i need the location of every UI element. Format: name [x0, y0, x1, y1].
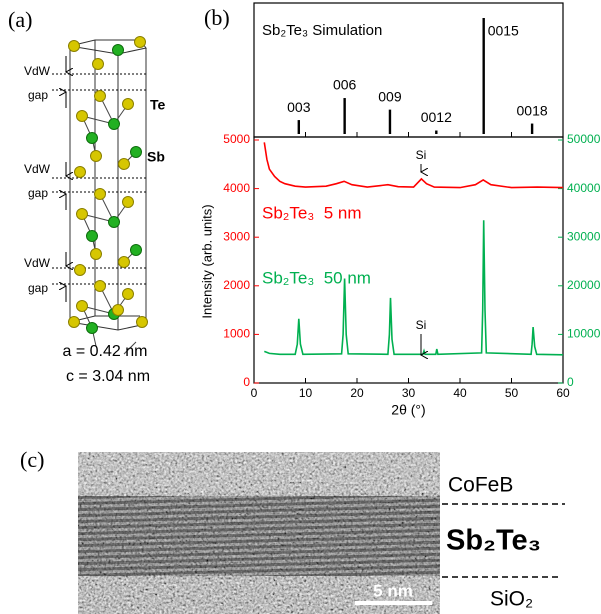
te-atom [90, 248, 102, 260]
y2-tick-label: 10000 [567, 327, 601, 341]
annotation: Si [416, 318, 427, 332]
layer-label: CoFeB [448, 474, 513, 497]
peak-label: 003 [287, 99, 311, 115]
x-tick-label: 30 [402, 386, 416, 400]
gap-label: gap [28, 281, 48, 295]
te-atom [74, 166, 86, 178]
gap-label: VdW [24, 256, 51, 270]
te-atom [136, 316, 148, 328]
panel-label: (b) [204, 5, 230, 30]
gap-label: gap [28, 88, 48, 102]
peak [482, 18, 485, 134]
te-atom [90, 150, 102, 162]
te-atom [68, 40, 80, 52]
peak-label: 009 [378, 88, 402, 104]
sb-atom [130, 244, 142, 256]
te-atom [122, 196, 134, 208]
y-tick-label: 2000 [223, 278, 250, 292]
panel-label: (a) [8, 7, 32, 32]
x-tick-label: 0 [251, 386, 258, 400]
te-atom [76, 110, 88, 122]
te-atom [94, 90, 106, 102]
te-atom [118, 256, 130, 268]
x-tick-label: 40 [453, 386, 467, 400]
atom-label: Sb [147, 149, 165, 165]
x-tick-label: 50 [505, 386, 519, 400]
y-tick-label: 5000 [223, 132, 250, 146]
bond [123, 341, 137, 355]
y2-tick-label: 50000 [567, 132, 601, 146]
tem-lattice-fringes [78, 496, 440, 576]
spectrum-line [263, 142, 564, 189]
panel-label: (c) [20, 447, 44, 472]
te-atom [76, 208, 88, 220]
lattice-constant: a = 0.42 nm [63, 343, 148, 360]
te-atom [74, 264, 86, 276]
sb-atom [86, 132, 98, 144]
sb-atom [108, 216, 120, 228]
peak [388, 109, 392, 134]
legend-label: Sb₂Te₃ 50 nm [262, 268, 371, 287]
y-axis-label: Intensity (arb. units) [199, 204, 214, 318]
peak-label: 0015 [488, 23, 519, 39]
crystal-structure [52, 36, 148, 355]
scale-bar-label: 5 nm [373, 581, 413, 600]
peak [530, 123, 534, 134]
te-atom [92, 58, 104, 70]
lattice-constant: c = 3.04 nm [66, 368, 150, 385]
peak-label: 006 [333, 77, 357, 93]
y-tick-label: 4000 [223, 181, 250, 195]
te-atom [112, 304, 124, 316]
te-atom [122, 288, 134, 300]
te-atom [118, 158, 130, 170]
sb-atom [108, 118, 120, 130]
atom-label: Te [150, 97, 166, 113]
x-tick-label: 60 [556, 386, 570, 400]
te-atom [76, 300, 88, 312]
te-atom [122, 98, 134, 110]
tem-image [78, 452, 440, 614]
y-tick-label: 0 [243, 375, 250, 389]
y2-tick-label: 30000 [567, 229, 601, 243]
peak [435, 130, 438, 134]
sb-atom [112, 44, 124, 56]
peak [297, 120, 301, 134]
sb-atom [86, 322, 98, 334]
gap-label: gap [28, 186, 48, 200]
y-tick-label: 1000 [223, 327, 250, 341]
peak [343, 98, 346, 134]
te-atom [94, 280, 106, 292]
spectrum-line [264, 220, 564, 356]
peak-label: 0018 [517, 102, 548, 118]
annotation: Si [416, 148, 427, 162]
y2-tick-label: 20000 [567, 278, 601, 292]
sb-atom [130, 146, 142, 158]
y2-tick-label: 40000 [567, 181, 601, 195]
x-tick-label: 20 [350, 386, 364, 400]
tem-layer-shade [78, 496, 440, 576]
sb-atom [86, 230, 98, 242]
tem-layer-shade [78, 452, 440, 492]
peak-label: 0012 [421, 109, 452, 125]
x-axis-label: 2θ (°) [391, 402, 425, 418]
layer-label: Sb₂Te₃ [446, 525, 541, 557]
y-tick-label: 3000 [223, 229, 250, 243]
layer-label: SiO₂ [490, 588, 533, 611]
y2-tick-label: 0 [567, 375, 574, 389]
te-atom [68, 316, 80, 328]
te-atom [94, 188, 106, 200]
chart-title: Sb₂Te₃ Simulation [262, 22, 382, 39]
gap-label: VdW [24, 64, 51, 78]
x-tick-label: 10 [299, 386, 313, 400]
te-atom [134, 36, 146, 48]
unit-cell [69, 39, 147, 331]
legend-label: Sb₂Te₃ 5 nm [262, 203, 362, 222]
gap-label: VdW [24, 162, 51, 176]
